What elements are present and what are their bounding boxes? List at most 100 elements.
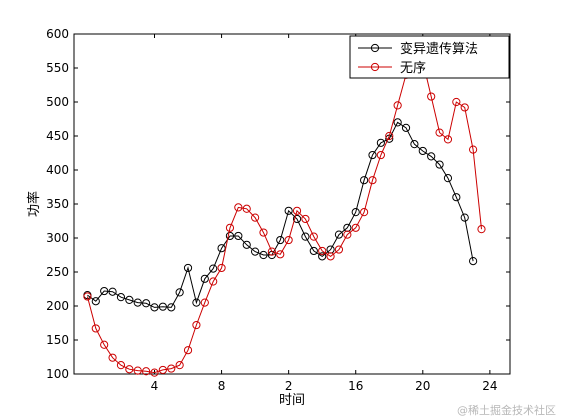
x-tick-label: 2 — [285, 379, 293, 393]
series-line — [87, 121, 474, 308]
data-point — [318, 246, 327, 256]
data-point — [125, 295, 134, 304]
data-point — [351, 208, 360, 217]
data-point — [443, 174, 453, 183]
data-point — [435, 160, 444, 169]
axis-ticks: 100 150 200 250 300 350 400 450 500 550 600 4 8 2 16 20… — [46, 27, 510, 393]
data-point — [251, 247, 260, 256]
data-point — [234, 203, 243, 212]
data-point — [209, 277, 218, 286]
y-tick-label: 500 — [46, 95, 69, 109]
data-point — [225, 223, 235, 232]
data-point — [469, 145, 478, 154]
legend-marker — [370, 62, 380, 72]
legend-box — [349, 35, 510, 79]
y-tick-label: 400 — [46, 163, 69, 177]
data-point — [301, 232, 310, 241]
data-point — [108, 353, 117, 362]
data-point — [91, 297, 100, 306]
x-tick-label: 8 — [218, 379, 226, 393]
data-point — [427, 92, 436, 101]
data-point — [125, 365, 134, 374]
data-point — [301, 214, 310, 224]
y-tick-label: 150 — [46, 333, 69, 347]
x-tick-label: 20 — [415, 379, 430, 393]
data-point — [167, 364, 176, 373]
data-point — [83, 292, 92, 301]
data-point — [309, 232, 318, 241]
data-point — [158, 365, 167, 375]
data-point — [192, 320, 201, 330]
data-point — [385, 131, 394, 141]
y-tick-label: 450 — [46, 129, 69, 143]
data-point — [401, 123, 411, 132]
data-point — [100, 340, 109, 349]
data-point — [360, 176, 369, 185]
y-tick-label: 300 — [46, 231, 69, 245]
data-point — [259, 228, 268, 237]
data-point — [460, 213, 469, 222]
data-point — [200, 274, 209, 283]
legend-label: 变异遗传算法 — [400, 41, 478, 57]
data-point — [477, 225, 486, 234]
data-point — [326, 252, 335, 261]
y-tick-label: 600 — [46, 27, 69, 41]
data-point — [368, 150, 377, 160]
series-1 — [83, 118, 478, 312]
data-point — [192, 298, 201, 307]
data-point — [116, 361, 126, 370]
data-point — [183, 346, 193, 355]
data-point — [217, 263, 226, 273]
data-point — [334, 245, 344, 254]
data-point — [292, 206, 302, 215]
y-axis-label: 功率 — [26, 191, 42, 217]
data-point — [167, 303, 176, 312]
x-tick-label: 24 — [482, 379, 497, 393]
data-point — [351, 223, 360, 232]
data-point — [133, 298, 142, 307]
data-point — [267, 247, 276, 256]
watermark: @稀土掘金技术社区 — [457, 403, 556, 417]
data-point — [469, 257, 478, 266]
y-tick-label: 550 — [46, 61, 69, 75]
data-point — [142, 367, 151, 376]
data-point — [217, 244, 226, 253]
data-point — [175, 361, 184, 370]
data-point — [460, 103, 469, 112]
data-point — [242, 240, 251, 249]
legend-label: 无序 — [400, 61, 426, 76]
data-point — [242, 204, 251, 213]
data-point — [142, 299, 151, 308]
data-point — [427, 152, 436, 161]
data-point — [91, 324, 100, 333]
data-point — [452, 97, 461, 107]
data-point — [410, 140, 419, 149]
data-point — [259, 250, 268, 260]
data-point — [309, 246, 318, 256]
data-point — [251, 213, 260, 222]
data-point — [108, 287, 117, 296]
data-point — [393, 101, 402, 110]
data-point — [376, 138, 385, 147]
data-point — [284, 235, 293, 245]
data-point — [225, 231, 235, 241]
data-point — [116, 293, 126, 302]
data-point — [443, 135, 453, 144]
y-tick-label: 200 — [46, 299, 69, 313]
x-tick-label: 4 — [151, 379, 159, 393]
data-point — [276, 235, 285, 245]
x-axis-label: 时间 — [279, 393, 305, 408]
y-tick-label: 100 — [46, 367, 69, 381]
data-point — [209, 264, 218, 273]
plot-frame — [73, 33, 511, 375]
data-point — [292, 214, 302, 224]
data-point — [393, 118, 402, 127]
data-point — [284, 206, 293, 215]
data-point — [158, 302, 167, 311]
y-tick-label: 350 — [46, 197, 69, 211]
data-point — [100, 286, 109, 296]
data-point — [368, 176, 377, 185]
